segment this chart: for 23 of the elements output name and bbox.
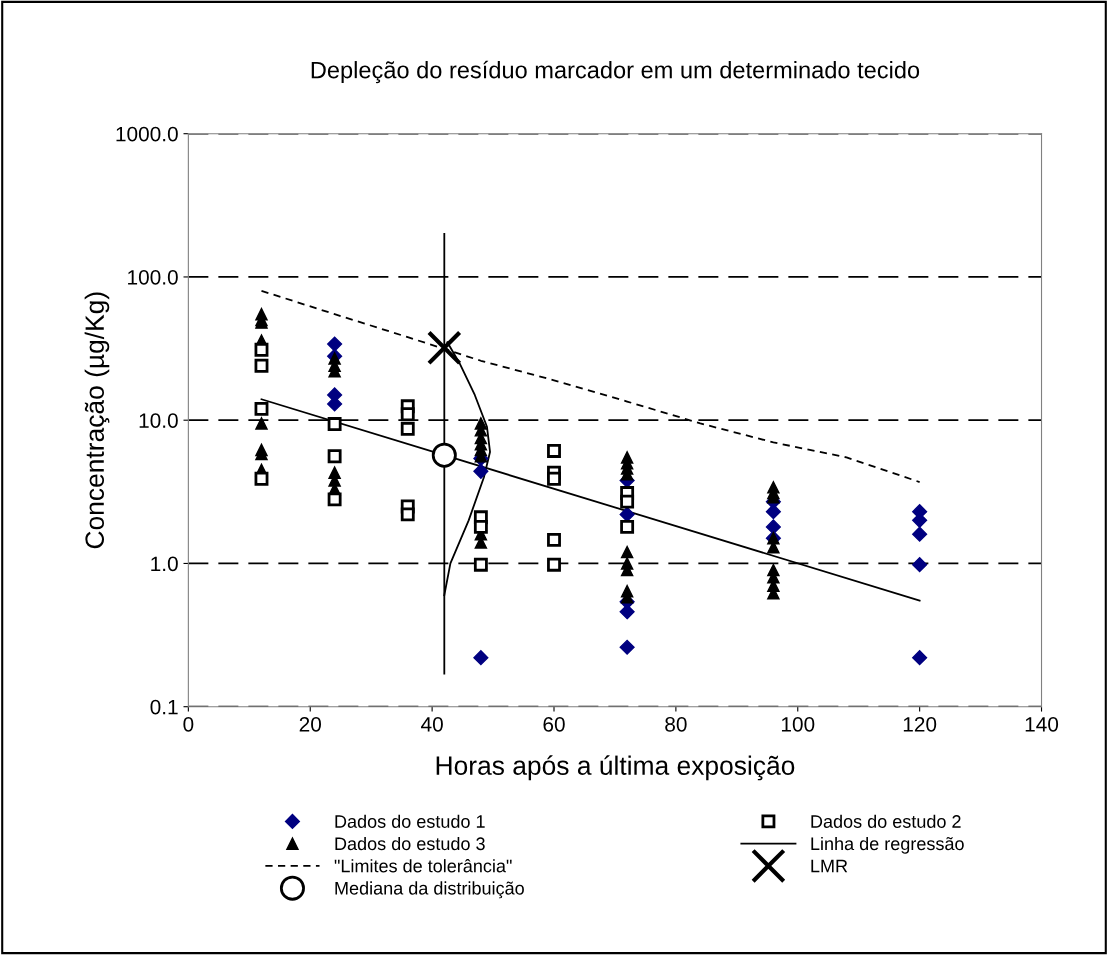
chart-title: Depleção do resíduo marcador em um determinado tecido	[311, 60, 920, 84]
y-tick-label: 100.0	[128, 269, 178, 285]
x-tick-label: 40	[421, 716, 443, 732]
x-tick-label: 80	[665, 716, 687, 732]
legend-label: Dados do estudo 1	[335, 814, 485, 828]
y-tick-label: 1.0	[151, 556, 178, 572]
x-tick-label: 140	[1025, 716, 1059, 732]
legend-label: "Limites de tolerância"	[334, 859, 512, 873]
legend-label: Mediana da distribuição	[335, 881, 524, 899]
x-tick-label: 100	[781, 716, 815, 732]
y-axis-title: Concentração (µg/Kg)	[84, 292, 110, 549]
legend-label: LMR	[811, 859, 848, 873]
y-tick-label: 10.0	[139, 413, 178, 428]
x-tick-label: 120	[903, 716, 937, 732]
y-tick-label: 0.1	[150, 699, 178, 715]
legend-label: Linha de regressão	[811, 836, 964, 854]
x-tick-label: 60	[543, 716, 565, 732]
y-tick-label: 1000.0	[116, 126, 178, 142]
legend-label: Dados do estudo 3	[335, 836, 485, 851]
legend-label: Dados do estudo 2	[811, 814, 961, 828]
x-axis-title: Horas após a última exposição	[436, 755, 795, 781]
x-tick-label: 20	[299, 716, 322, 732]
x-tick-label: 0	[183, 716, 194, 732]
